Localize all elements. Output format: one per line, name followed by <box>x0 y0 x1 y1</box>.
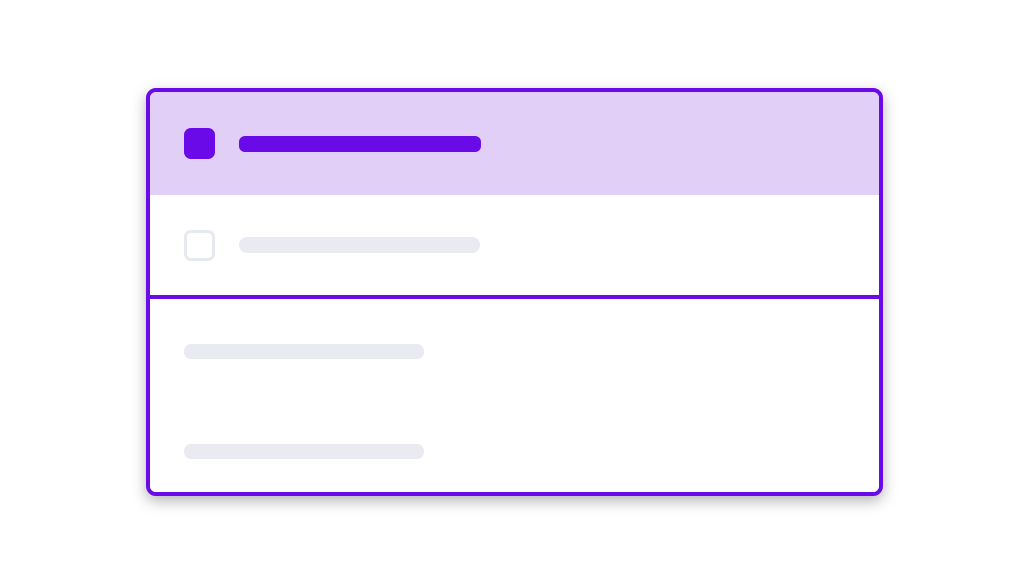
form-card <box>146 88 883 496</box>
text-line-skeleton-bar <box>184 344 424 359</box>
selected-option-header <box>150 92 879 195</box>
text-line-skeleton-bar <box>184 444 424 459</box>
option-row <box>150 195 879 295</box>
checkbox-checked-icon[interactable] <box>184 128 215 159</box>
option-label-skeleton-bar <box>239 237 480 253</box>
content-section <box>150 299 879 492</box>
title-skeleton-bar <box>239 135 481 152</box>
section-divider <box>150 295 879 299</box>
checkbox-unchecked-icon[interactable] <box>184 229 215 261</box>
